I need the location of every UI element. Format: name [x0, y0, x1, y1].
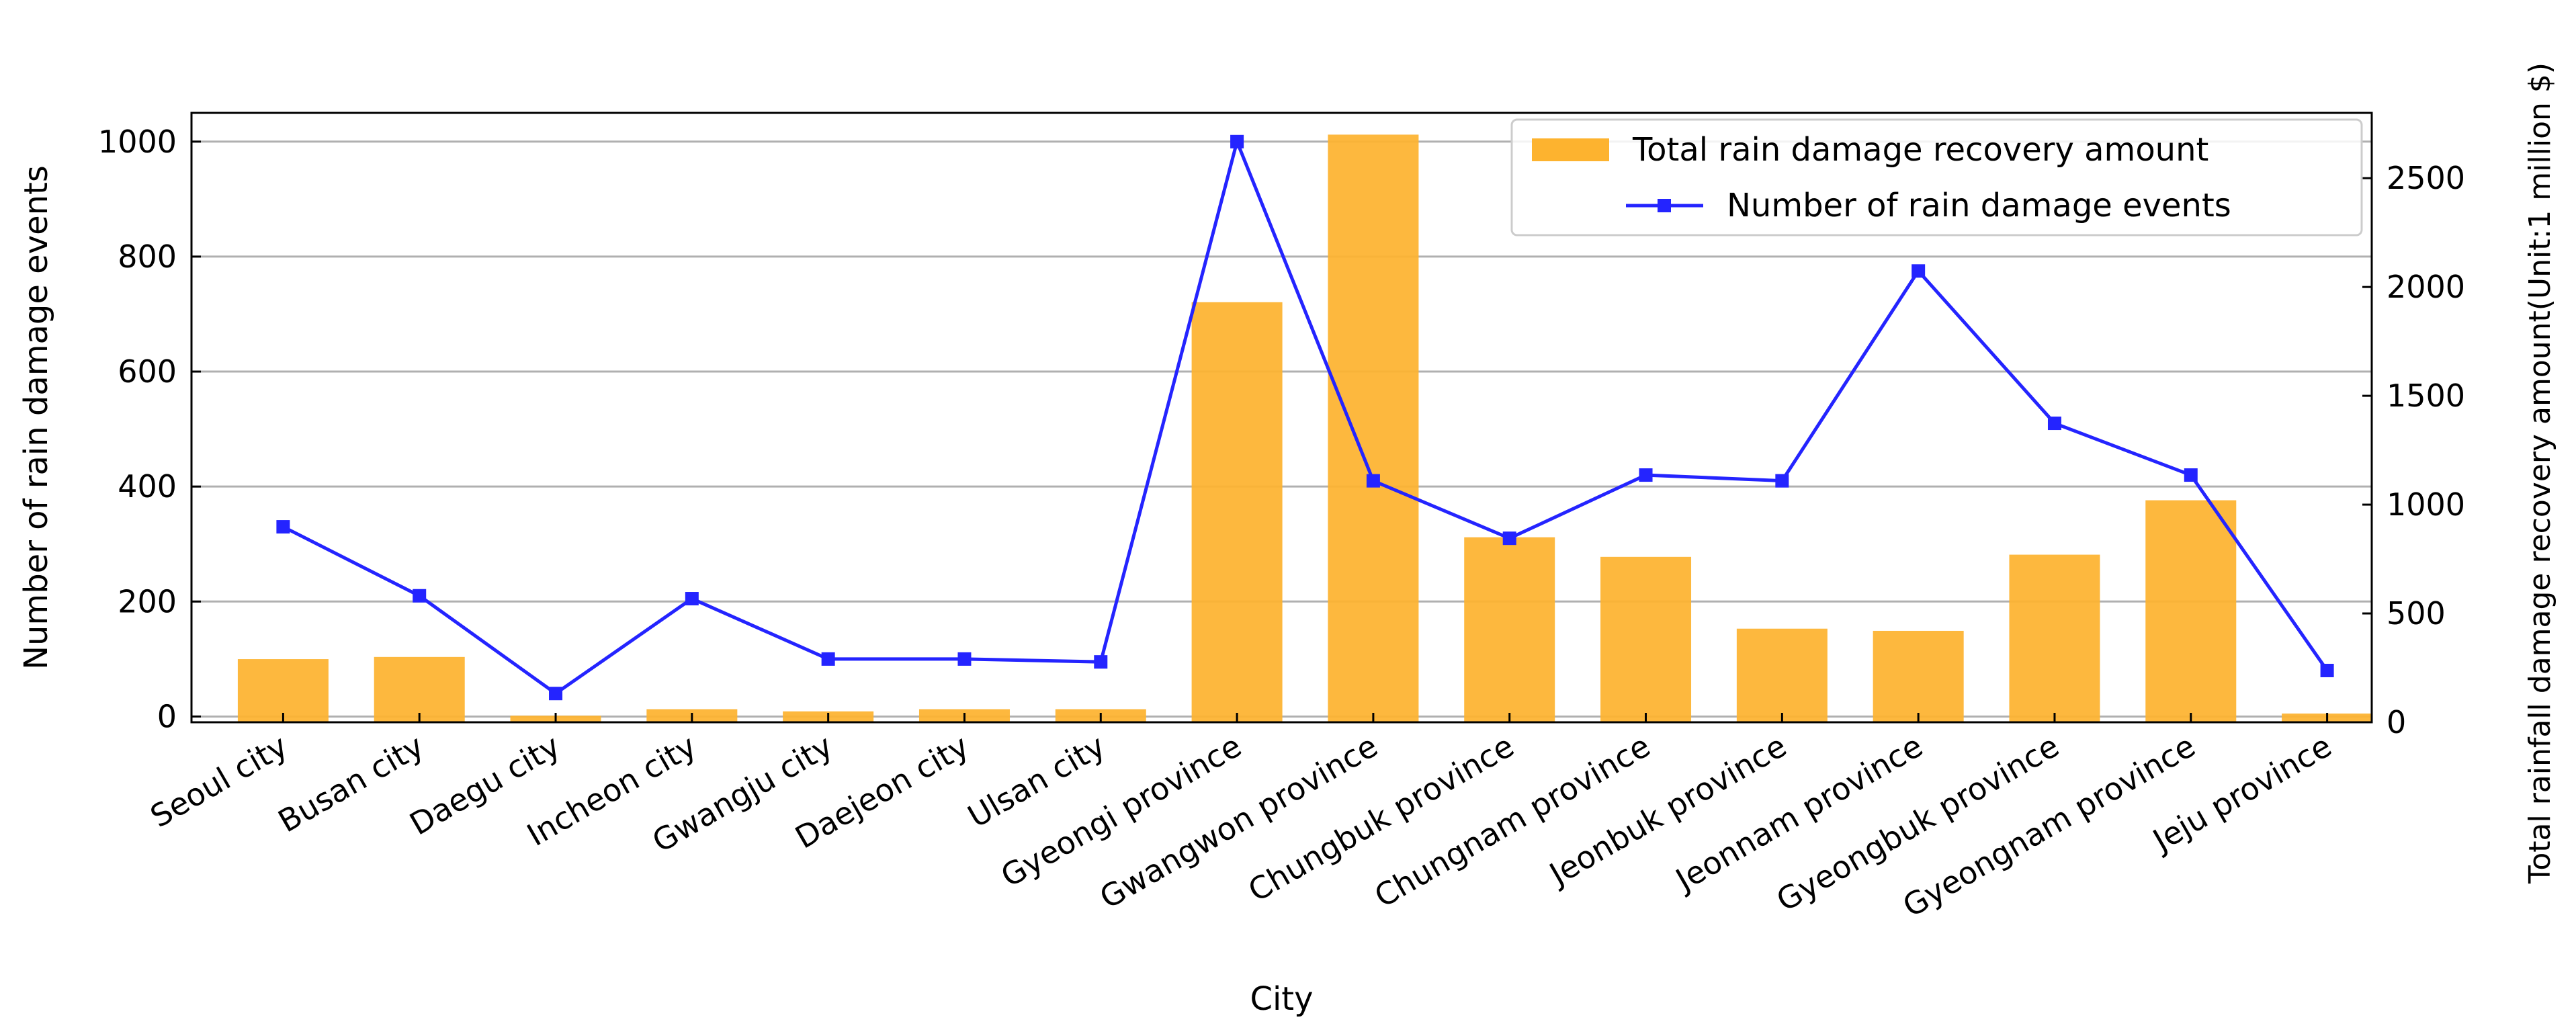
line-series: [276, 134, 2334, 701]
line-point: [276, 520, 290, 534]
bar: [1736, 628, 1828, 722]
right-tick-label: 2000: [2387, 269, 2465, 305]
legend-line-label: Number of rain damage events: [1727, 187, 2231, 224]
bar: [1873, 630, 1964, 722]
line-point: [1639, 468, 1653, 482]
right-tick-label: 1500: [2387, 378, 2465, 414]
line-point: [685, 592, 699, 606]
line-point: [2184, 468, 2198, 482]
right-tick-label: 0: [2387, 704, 2406, 740]
right-axis: 0 500 1000 1500 2000 2500: [2362, 160, 2465, 740]
left-axis-title: Number of rain damage events: [17, 165, 55, 670]
plot-frame: [190, 112, 2373, 724]
left-tick-label: 800: [118, 239, 177, 275]
line-point: [1230, 134, 1244, 148]
x-axis-title: City: [1250, 980, 1313, 1018]
line-point: [821, 652, 835, 666]
bar: [1191, 302, 1283, 722]
line-point: [1775, 474, 1789, 488]
bar: [2009, 554, 2100, 722]
bar: [1600, 556, 1692, 722]
bar: [1328, 134, 1419, 723]
line-point: [1502, 531, 1516, 546]
legend-box: [1510, 118, 2363, 236]
bar: [1464, 537, 1555, 722]
right-tick-label: 2500: [2387, 160, 2465, 196]
line-path: [282, 136, 2329, 696]
x-tick-label: Busan city: [272, 728, 430, 840]
x-tick-label: Jeonbuk province: [1542, 728, 1793, 894]
x-tick-label: Seoul city: [144, 728, 294, 835]
line-point: [2320, 663, 2334, 677]
line-point: [1094, 655, 1108, 669]
bar: [374, 656, 465, 722]
line-point: [2047, 417, 2061, 431]
line-point: [549, 687, 563, 701]
left-tick-label: 1000: [98, 124, 177, 160]
legend-line-marker: [1658, 199, 1671, 212]
legend-bar-label: Total rain damage recovery amount: [1632, 131, 2208, 169]
left-tick-label: 600: [118, 353, 177, 390]
right-tick-label: 1000: [2387, 486, 2465, 523]
left-tick-label: 400: [118, 468, 177, 505]
legend: Total rain damage recovery amount Number…: [1510, 118, 2363, 236]
right-axis-title: Total rainfall damage recovery amount(Un…: [2523, 62, 2557, 884]
bar: [2145, 500, 2237, 722]
line-point: [1366, 474, 1380, 488]
left-axis: 0 200 400 600 800 1000: [98, 124, 201, 734]
line-point: [1912, 264, 1926, 278]
legend-bar-swatch: [1532, 138, 1609, 161]
line-point: [957, 652, 972, 666]
bar: [237, 659, 329, 722]
line-point: [413, 589, 427, 603]
left-tick-label: 0: [157, 698, 177, 734]
left-tick-label: 200: [118, 583, 177, 619]
right-tick-label: 500: [2387, 595, 2446, 632]
